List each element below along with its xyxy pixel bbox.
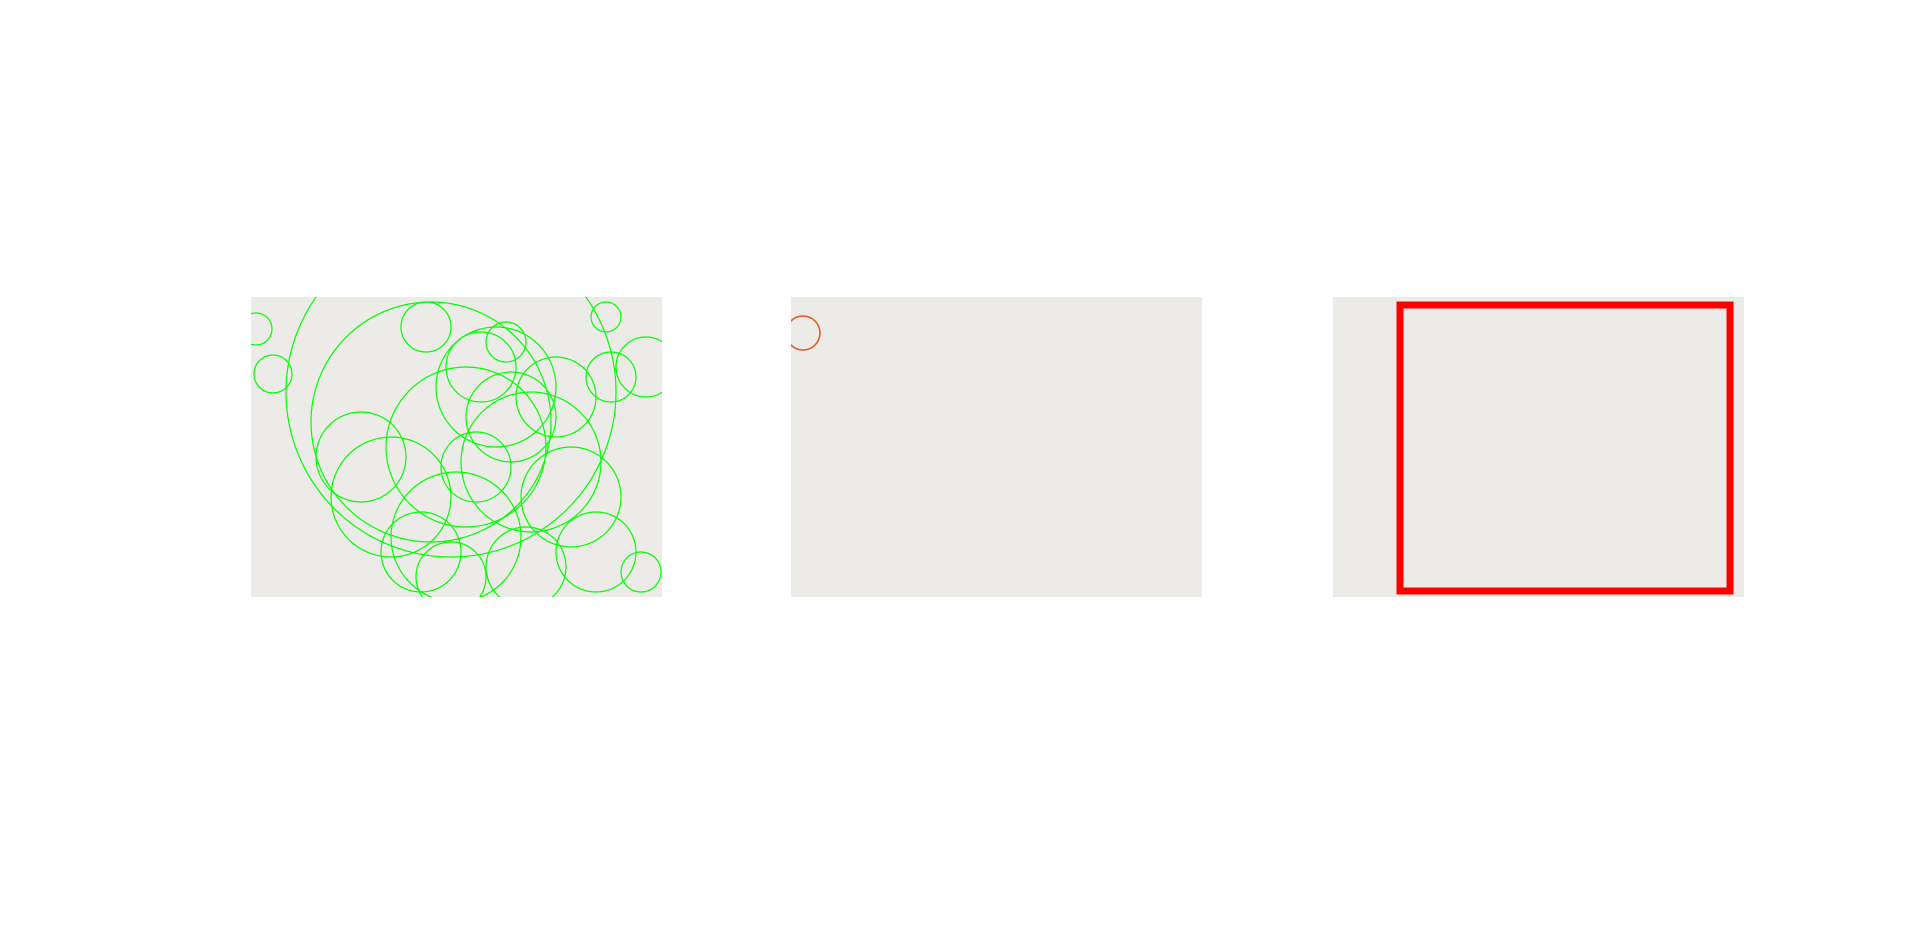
photo-canvas <box>251 297 662 597</box>
keypoint-circle <box>791 315 821 351</box>
keypoint-circle <box>400 301 452 353</box>
keypoint-circle <box>435 326 557 448</box>
keypoint-circle <box>615 336 662 398</box>
keypoint-circle <box>251 312 273 346</box>
keypoint-circle <box>590 301 622 333</box>
keypoint-circle <box>380 511 462 593</box>
keypoint-circle <box>520 446 622 548</box>
panel-original <box>791 297 1202 597</box>
keypoint-circle <box>415 541 487 597</box>
keypoint-circle <box>465 371 557 463</box>
panel-keypoints <box>251 297 662 597</box>
keypoint-circle <box>390 471 522 597</box>
keypoint-circle <box>585 351 637 403</box>
keypoint-circle <box>253 354 293 394</box>
single-keypoint-overlay <box>791 315 821 351</box>
keypoint-circle <box>620 551 662 593</box>
keypoint-circle <box>285 297 617 558</box>
bounding-box-overlay <box>1396 301 1734 595</box>
bounding-box <box>1396 301 1734 595</box>
keypoint-circle <box>330 436 452 558</box>
keypoint-circle <box>445 331 517 403</box>
keypoint-circle <box>460 391 602 533</box>
keypoint-circles-overlay <box>251 297 662 597</box>
keypoint-circle <box>310 301 552 543</box>
keypoint-circle <box>440 431 512 503</box>
keypoint-circle <box>485 321 527 363</box>
photo-canvas <box>791 315 821 351</box>
keypoint-circle <box>555 511 637 593</box>
photo-canvas <box>1396 301 1734 595</box>
keypoint-circle <box>385 366 547 528</box>
keypoint-circle <box>485 526 567 597</box>
keypoint-circle <box>315 411 407 503</box>
panel-bounding-box <box>1333 297 1744 597</box>
